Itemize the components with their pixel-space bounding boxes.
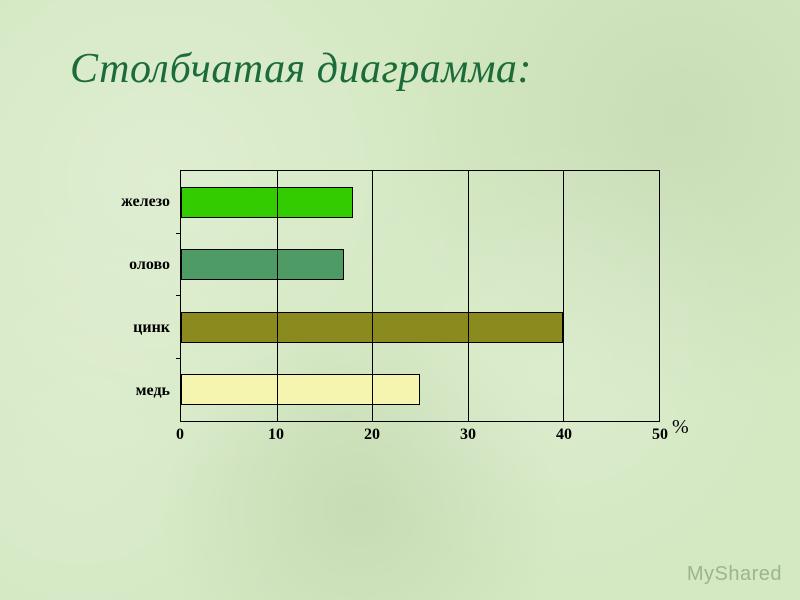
watermark: MyShared [687,563,782,586]
gridline [277,171,278,421]
bars-layer [181,171,659,421]
x-tick-label: 10 [268,426,284,444]
y-axis-labels: железооловоцинкмедь [100,170,180,422]
bar [181,249,344,280]
gridline [372,171,373,421]
gridline [563,171,564,421]
bar-slot [181,296,659,359]
x-tick-label: 30 [460,426,476,444]
x-tick-label: 40 [556,426,572,444]
x-axis-ticks: 01020304050 [180,422,660,450]
bar-slot [181,234,659,297]
bar-slot [181,171,659,234]
x-axis-unit: % [672,416,689,439]
bar [181,187,353,218]
x-axis: 01020304050 [100,422,660,450]
gridline [468,171,469,421]
x-tick-label: 20 [364,426,380,444]
x-tick-label: 50 [652,426,668,444]
x-tick-label: 0 [176,426,184,444]
bar-chart: железооловоцинкмедь 01020304050 [100,170,660,450]
page-title: Столбчатая диаграмма: [70,45,532,93]
bar [181,374,420,405]
y-axis-label: железо [100,170,180,233]
plot-area [180,170,660,422]
y-axis-label: медь [100,359,180,422]
y-axis-label: цинк [100,296,180,359]
bar-slot [181,359,659,422]
y-axis-label: олово [100,233,180,296]
